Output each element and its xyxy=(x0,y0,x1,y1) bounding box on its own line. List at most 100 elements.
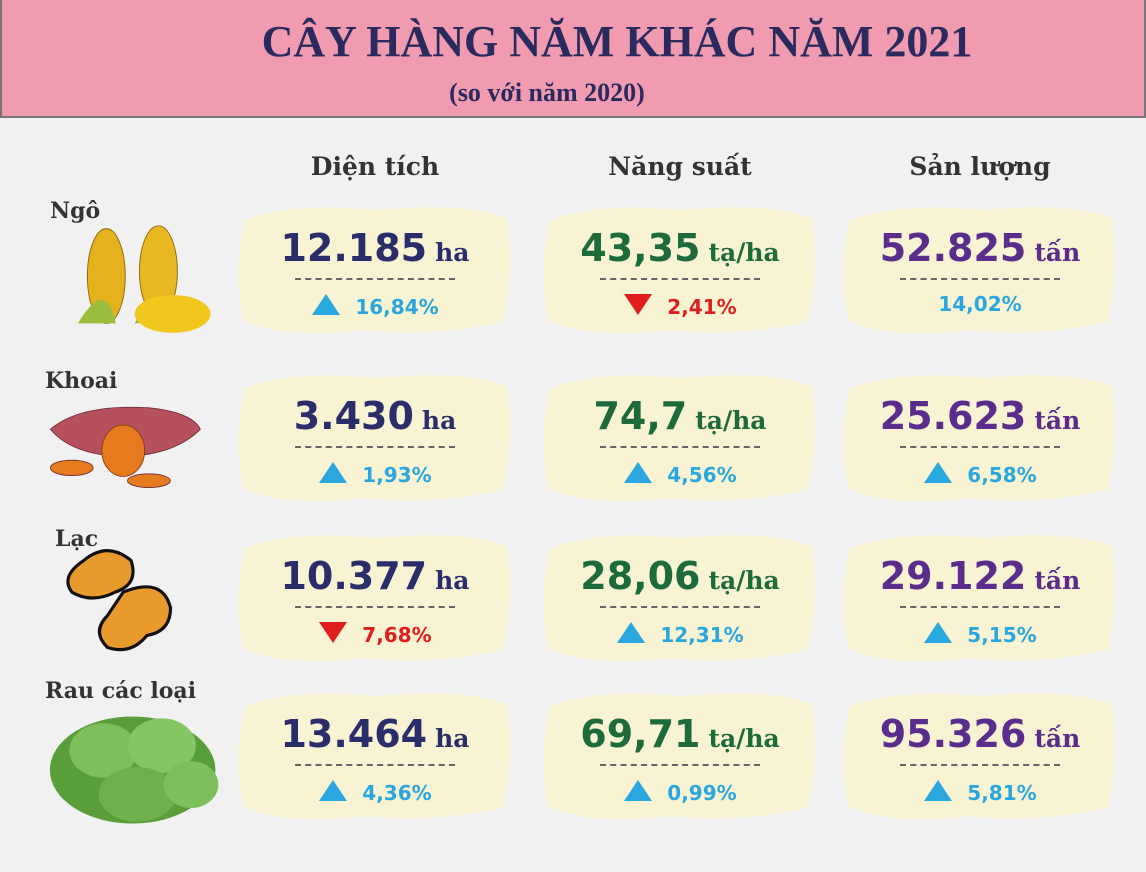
change-arrow xyxy=(319,462,348,483)
change-arrow xyxy=(312,294,341,315)
change-text: 4,56% xyxy=(667,463,737,487)
change: 4,56% xyxy=(540,460,820,487)
change-arrow xyxy=(924,462,953,483)
value: 10.377 ha xyxy=(235,554,515,598)
value: 43,35 tạ/ha xyxy=(540,226,820,270)
row-label: Rau các loại xyxy=(45,678,197,704)
crop-icon xyxy=(49,716,219,824)
value: 13.464 ha xyxy=(235,712,515,756)
value-number: 69,71 xyxy=(580,712,701,756)
change-arrow xyxy=(924,622,953,643)
change-text: 2,41% xyxy=(667,295,737,319)
column-header: Diện tích xyxy=(310,152,440,181)
underline xyxy=(295,764,455,766)
cell-background xyxy=(843,375,1116,502)
cell-background xyxy=(543,375,816,502)
data-cell: 13.464 ha 4,36% xyxy=(235,686,515,826)
change: 16,84% xyxy=(235,292,515,319)
change: 6,58% xyxy=(840,460,1120,487)
change-text: 16,84% xyxy=(355,295,439,319)
value-unit: tấn xyxy=(1034,406,1081,435)
value-unit: ha xyxy=(435,238,470,267)
change: 1,93% xyxy=(235,460,515,487)
underline xyxy=(900,278,1060,280)
value: 95.326 tấn xyxy=(840,712,1120,756)
value-number: 25.623 xyxy=(879,394,1027,438)
cell-background xyxy=(843,207,1116,334)
data-cell: 25.623 tấn 6,58% xyxy=(840,368,1120,508)
change: 14,02% xyxy=(840,292,1120,316)
underline xyxy=(295,278,455,280)
cell-background xyxy=(543,535,816,662)
data-cell: 69,71 tạ/ha 0,99% xyxy=(540,686,820,826)
cell-background xyxy=(543,207,816,334)
change: 5,15% xyxy=(840,620,1120,647)
value-number: 43,35 xyxy=(580,226,701,270)
data-cell: 43,35 tạ/ha 2,41% xyxy=(540,200,820,340)
underline xyxy=(900,764,1060,766)
data-cell: 52.825 tấn 14,02% xyxy=(840,200,1120,340)
change: 4,36% xyxy=(235,778,515,805)
data-cell: 29.122 tấn 5,15% xyxy=(840,528,1120,668)
cell-background xyxy=(843,693,1116,820)
change-arrow xyxy=(924,780,953,801)
cell-background xyxy=(543,693,816,820)
value: 25.623 tấn xyxy=(840,394,1120,438)
value: 52.825 tấn xyxy=(840,226,1120,270)
value-number: 3.430 xyxy=(293,394,414,438)
underline xyxy=(600,764,760,766)
crop-icon xyxy=(66,549,173,652)
change-text: 1,93% xyxy=(362,463,432,487)
crop-icon xyxy=(77,225,211,333)
value-unit: tấn xyxy=(1034,566,1081,595)
data-cell: 3.430 ha 1,93% xyxy=(235,368,515,508)
cell-background xyxy=(238,535,511,662)
change-text: 5,81% xyxy=(967,781,1037,805)
value-number: 74,7 xyxy=(593,394,688,438)
value: 3.430 ha xyxy=(235,394,515,438)
cell-background xyxy=(238,693,511,820)
change-arrow xyxy=(624,294,653,315)
change: 2,41% xyxy=(540,292,820,319)
data-cell: 74,7 tạ/ha 4,56% xyxy=(540,368,820,508)
underline xyxy=(600,446,760,448)
change-arrow xyxy=(319,780,348,801)
change-text: 14,02% xyxy=(938,292,1022,316)
change-arrow xyxy=(624,780,653,801)
underline xyxy=(600,606,760,608)
row-label: Lạc xyxy=(55,526,99,552)
change-arrow xyxy=(617,622,646,643)
change-text: 12,31% xyxy=(660,623,744,647)
change-text: 5,15% xyxy=(967,623,1037,647)
value: 12.185 ha xyxy=(235,226,515,270)
value-number: 28,06 xyxy=(580,554,701,598)
value: 29.122 tấn xyxy=(840,554,1120,598)
column-header: Sản lượng xyxy=(909,152,1051,181)
value-unit: tấn xyxy=(1034,238,1081,267)
change: 12,31% xyxy=(540,620,820,647)
change: 7,68% xyxy=(235,620,515,647)
underline xyxy=(295,446,455,448)
cell-background xyxy=(238,375,511,502)
underline xyxy=(900,446,1060,448)
row-label: Ngô xyxy=(50,198,101,224)
change-text: 7,68% xyxy=(362,623,432,647)
underline xyxy=(900,606,1060,608)
value-unit: tạ/ha xyxy=(695,406,767,435)
value-number: 10.377 xyxy=(280,554,428,598)
data-cell: 10.377 ha 7,68% xyxy=(235,528,515,668)
value: 69,71 tạ/ha xyxy=(540,712,820,756)
change-text: 4,36% xyxy=(362,781,432,805)
title: CÂY HÀNG NĂM KHÁC NĂM 2021 xyxy=(261,17,973,66)
value-number: 13.464 xyxy=(280,712,428,756)
change: 5,81% xyxy=(840,778,1120,805)
underline xyxy=(600,278,760,280)
change-arrow xyxy=(319,622,348,643)
header: CÂY HÀNG NĂM KHÁC NĂM 2021 (so với năm 2… xyxy=(0,0,1146,118)
value-number: 52.825 xyxy=(879,226,1027,270)
value-unit: ha xyxy=(435,724,470,753)
change-text: 0,99% xyxy=(667,781,737,805)
value-number: 12.185 xyxy=(280,226,428,270)
value-unit: ha xyxy=(421,406,457,435)
